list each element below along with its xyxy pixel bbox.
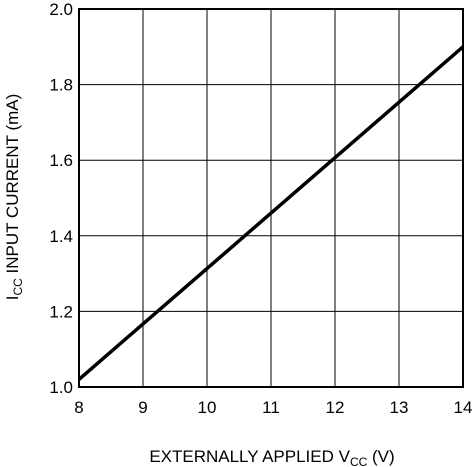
x-axis-label: EXTERNALLY APPLIED VCC (V)	[149, 447, 394, 467]
series-line-0	[77, 45, 465, 381]
x-tick-label: 11	[262, 398, 280, 417]
y-tick-label: 1.6	[49, 151, 73, 170]
x-tick-label: 9	[138, 398, 147, 417]
x-axis-label-main: EXTERNALLY APPLIED V	[149, 447, 350, 466]
y-axis-label: ICC INPUT CURRENT (mA)	[3, 94, 25, 301]
series-group	[77, 45, 465, 381]
y-tick-label: 1.4	[49, 227, 73, 246]
y-axis-label-tail: INPUT CURRENT (mA)	[3, 94, 22, 279]
x-tick-label: 12	[326, 398, 345, 417]
y-tick-label: 2.0	[49, 0, 73, 19]
y-axis-label-sub: CC	[11, 278, 25, 296]
x-tick-label: 14	[454, 398, 472, 417]
y-tick-label: 1.0	[49, 378, 73, 397]
x-axis-label-tail: (V)	[367, 447, 394, 466]
y-tick-label: 1.2	[49, 302, 73, 321]
y-tick-label: 1.8	[49, 76, 73, 95]
plot-frame	[78, 8, 464, 388]
x-tick-labels: 8 9 10 11 12 13 14	[74, 398, 472, 417]
y-tick-labels: 1.0 1.2 1.4 1.6 1.8 2.0	[49, 0, 73, 397]
x-tick-label: 8	[74, 398, 83, 417]
y-axis-label-main: I	[3, 296, 22, 301]
x-axis-label-sub: CC	[350, 455, 368, 467]
x-tick-label: 13	[390, 398, 409, 417]
x-tick-label: 10	[198, 398, 217, 417]
